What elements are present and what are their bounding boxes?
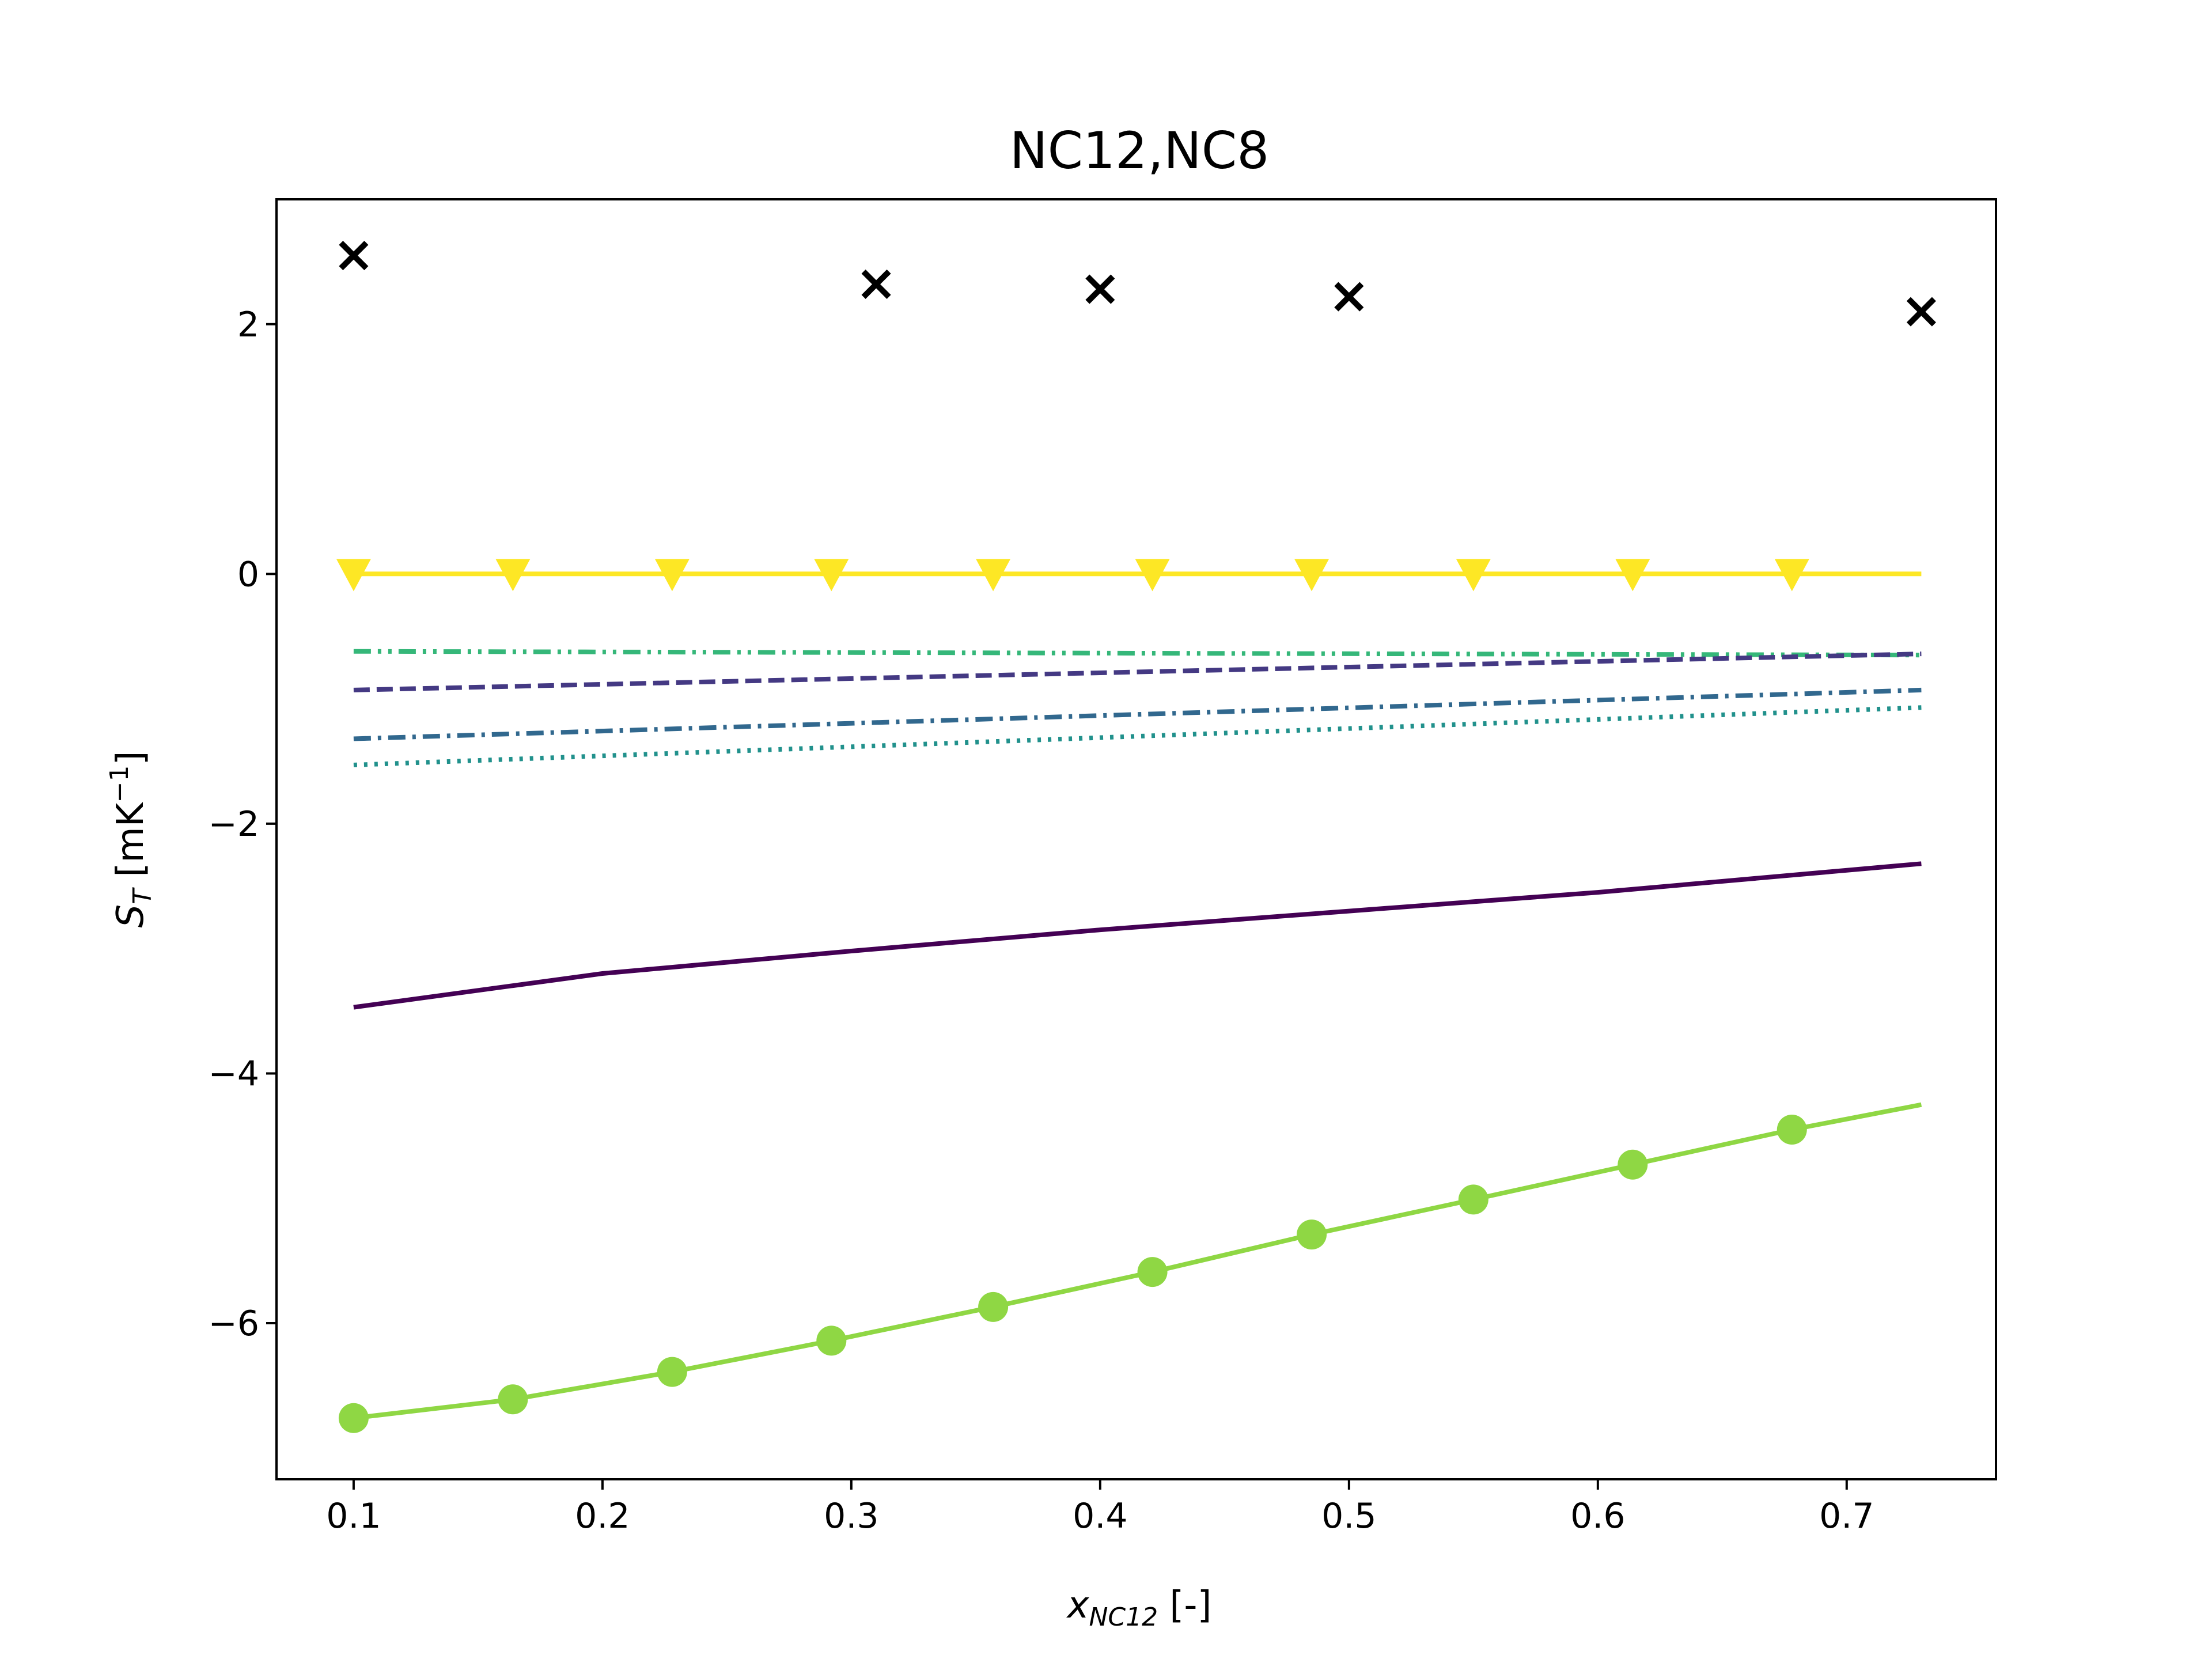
y-axis-label-unit-pre: [mK [109, 801, 152, 889]
x-tick-label: 0.1 [326, 1496, 381, 1536]
triangle-marker [654, 559, 690, 592]
x-marker [861, 269, 891, 299]
triangle-marker [1615, 559, 1650, 592]
circle-marker [1458, 1184, 1488, 1215]
circle-marker [1777, 1115, 1807, 1145]
circle-marker [657, 1357, 687, 1387]
series-line [353, 861, 1922, 1010]
y-tick-label: −4 [209, 1054, 259, 1094]
x-marker [1085, 274, 1115, 304]
series-3 [353, 652, 1922, 692]
series-1 [336, 559, 1922, 592]
x-axis-label: xNC12 [-] [1066, 1584, 1212, 1632]
series-line [353, 652, 1922, 692]
y-axis-label-unit-sup: −1 [105, 765, 134, 802]
y-tick-label: 0 [237, 554, 259, 594]
series-7 [338, 1102, 1922, 1433]
x-marker [339, 241, 369, 271]
series-2 [353, 649, 1922, 658]
x-tick-label: 0.2 [575, 1496, 630, 1536]
triangle-marker [1774, 559, 1809, 592]
circle-marker [978, 1291, 1009, 1322]
series-5 [353, 705, 1922, 767]
plot-area [336, 241, 1936, 1433]
y-axis-label: ST [mK−1] [105, 751, 157, 928]
circle-marker [1137, 1257, 1168, 1287]
triangle-marker [1456, 559, 1491, 592]
x-tick-label: 0.4 [1073, 1496, 1127, 1536]
axes-frame [275, 198, 1997, 1480]
y-tick-label: −6 [209, 1304, 259, 1344]
y-axis-label-sub: T [128, 887, 157, 904]
x-axis-label-unit: [-] [1158, 1584, 1211, 1627]
series-6 [353, 861, 1922, 1010]
x-tick-label: 0.7 [1819, 1496, 1874, 1536]
chart-title: NC12,NC8 [1010, 121, 1269, 180]
series-line [353, 705, 1922, 767]
y-tick-label: −2 [209, 804, 259, 844]
triangle-marker [976, 559, 1011, 592]
y-axis-label-unit-post: ] [109, 751, 152, 766]
y-tick-label: 2 [237, 305, 259, 345]
triangle-marker [1135, 559, 1170, 592]
x-axis-ticks: 0.1 0.2 0.3 0.4 0.5 0.6 0.7 [326, 1479, 1874, 1536]
circle-marker [338, 1403, 369, 1433]
triangle-marker [336, 559, 371, 592]
triangle-marker [1294, 559, 1330, 592]
x-tick-label: 0.3 [824, 1496, 878, 1536]
triangle-marker [814, 559, 849, 592]
series-0 [339, 241, 1936, 327]
x-axis-label-main: x [1066, 1584, 1090, 1627]
circle-marker [1618, 1149, 1648, 1180]
circle-marker [1297, 1219, 1327, 1250]
y-axis-label-main: S [109, 904, 152, 928]
triangle-marker [495, 559, 531, 592]
x-tick-label: 0.5 [1321, 1496, 1376, 1536]
x-axis-label-sub: NC12 [1089, 1603, 1158, 1632]
x-marker [1906, 297, 1936, 327]
x-tick-label: 0.6 [1570, 1496, 1625, 1536]
series-line [353, 649, 1922, 658]
circle-marker [498, 1384, 528, 1415]
x-marker [1334, 282, 1364, 312]
y-axis-ticks: −6 −4 −2 0 2 [209, 305, 276, 1344]
circle-marker [816, 1325, 847, 1356]
